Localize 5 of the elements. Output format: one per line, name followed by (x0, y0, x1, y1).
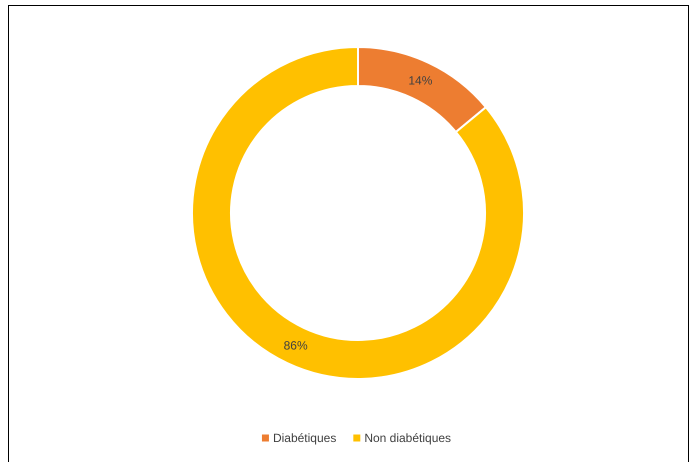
data-label: 86% (284, 338, 308, 353)
data-label: 14% (408, 73, 433, 88)
donut-slice (191, 46, 525, 380)
legend-label: Diabétiques (272, 431, 336, 445)
legend-label: Non diabétiques (364, 431, 452, 445)
